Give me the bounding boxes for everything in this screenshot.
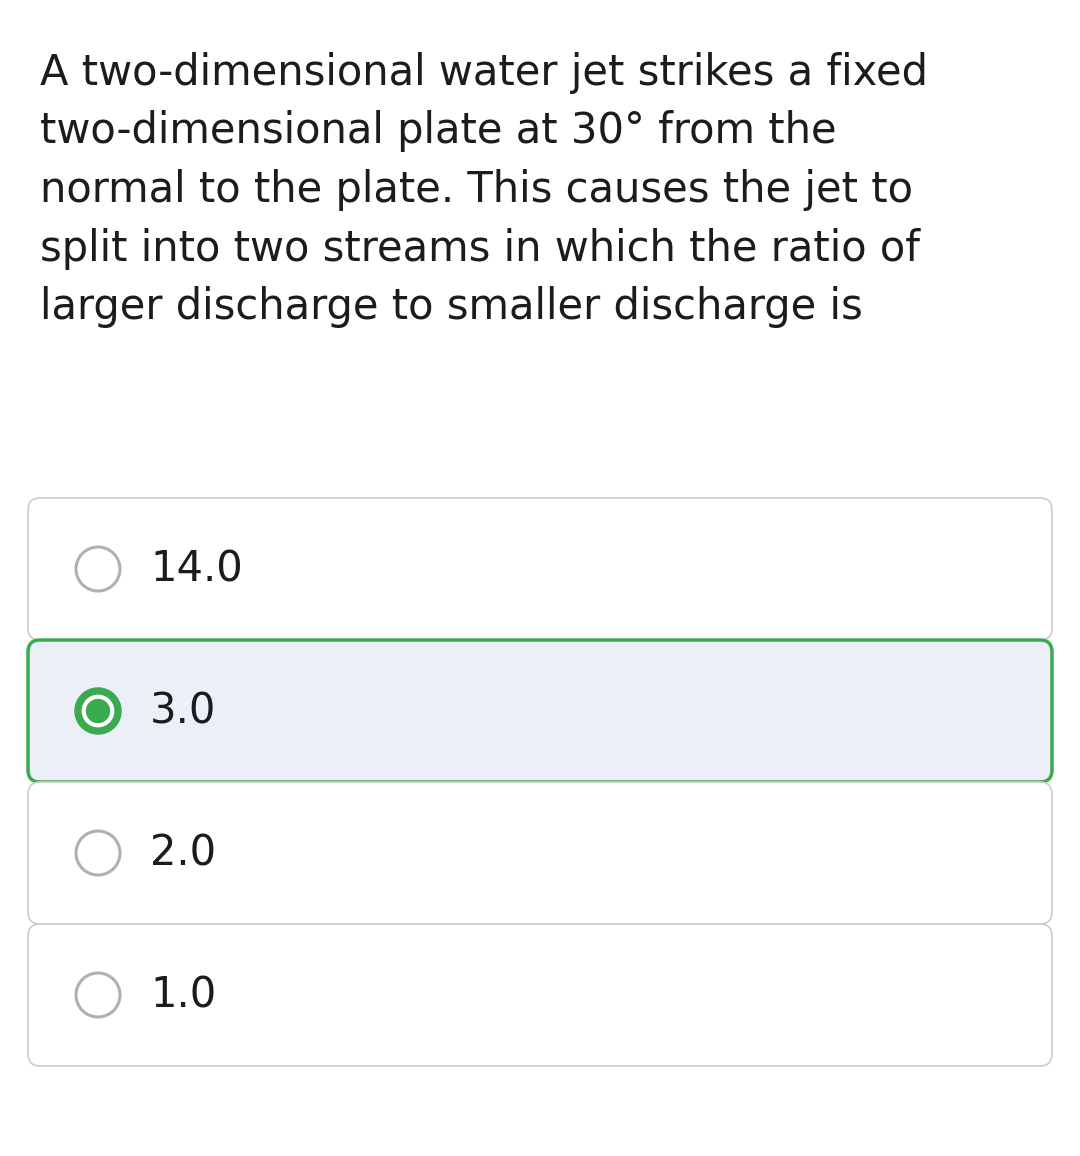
Text: 2.0: 2.0 bbox=[150, 832, 216, 874]
Text: 1.0: 1.0 bbox=[150, 975, 216, 1016]
Circle shape bbox=[76, 689, 120, 733]
FancyBboxPatch shape bbox=[28, 924, 1052, 1066]
Text: 3.0: 3.0 bbox=[150, 690, 216, 732]
FancyBboxPatch shape bbox=[28, 498, 1052, 640]
FancyBboxPatch shape bbox=[28, 781, 1052, 924]
FancyBboxPatch shape bbox=[28, 640, 1052, 781]
Circle shape bbox=[89, 702, 107, 720]
Text: A two-dimensional water jet strikes a fixed
two-dimensional plate at 30° from th: A two-dimensional water jet strikes a fi… bbox=[40, 52, 928, 328]
Text: 14.0: 14.0 bbox=[150, 548, 243, 590]
